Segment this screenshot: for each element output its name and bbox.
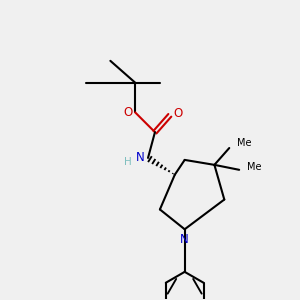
Text: Me: Me [237,138,252,148]
Text: O: O [124,106,133,119]
Text: Me: Me [247,162,262,172]
Text: H: H [124,157,132,167]
Text: O: O [173,107,182,120]
Text: N: N [136,152,145,164]
Text: N: N [180,233,189,246]
